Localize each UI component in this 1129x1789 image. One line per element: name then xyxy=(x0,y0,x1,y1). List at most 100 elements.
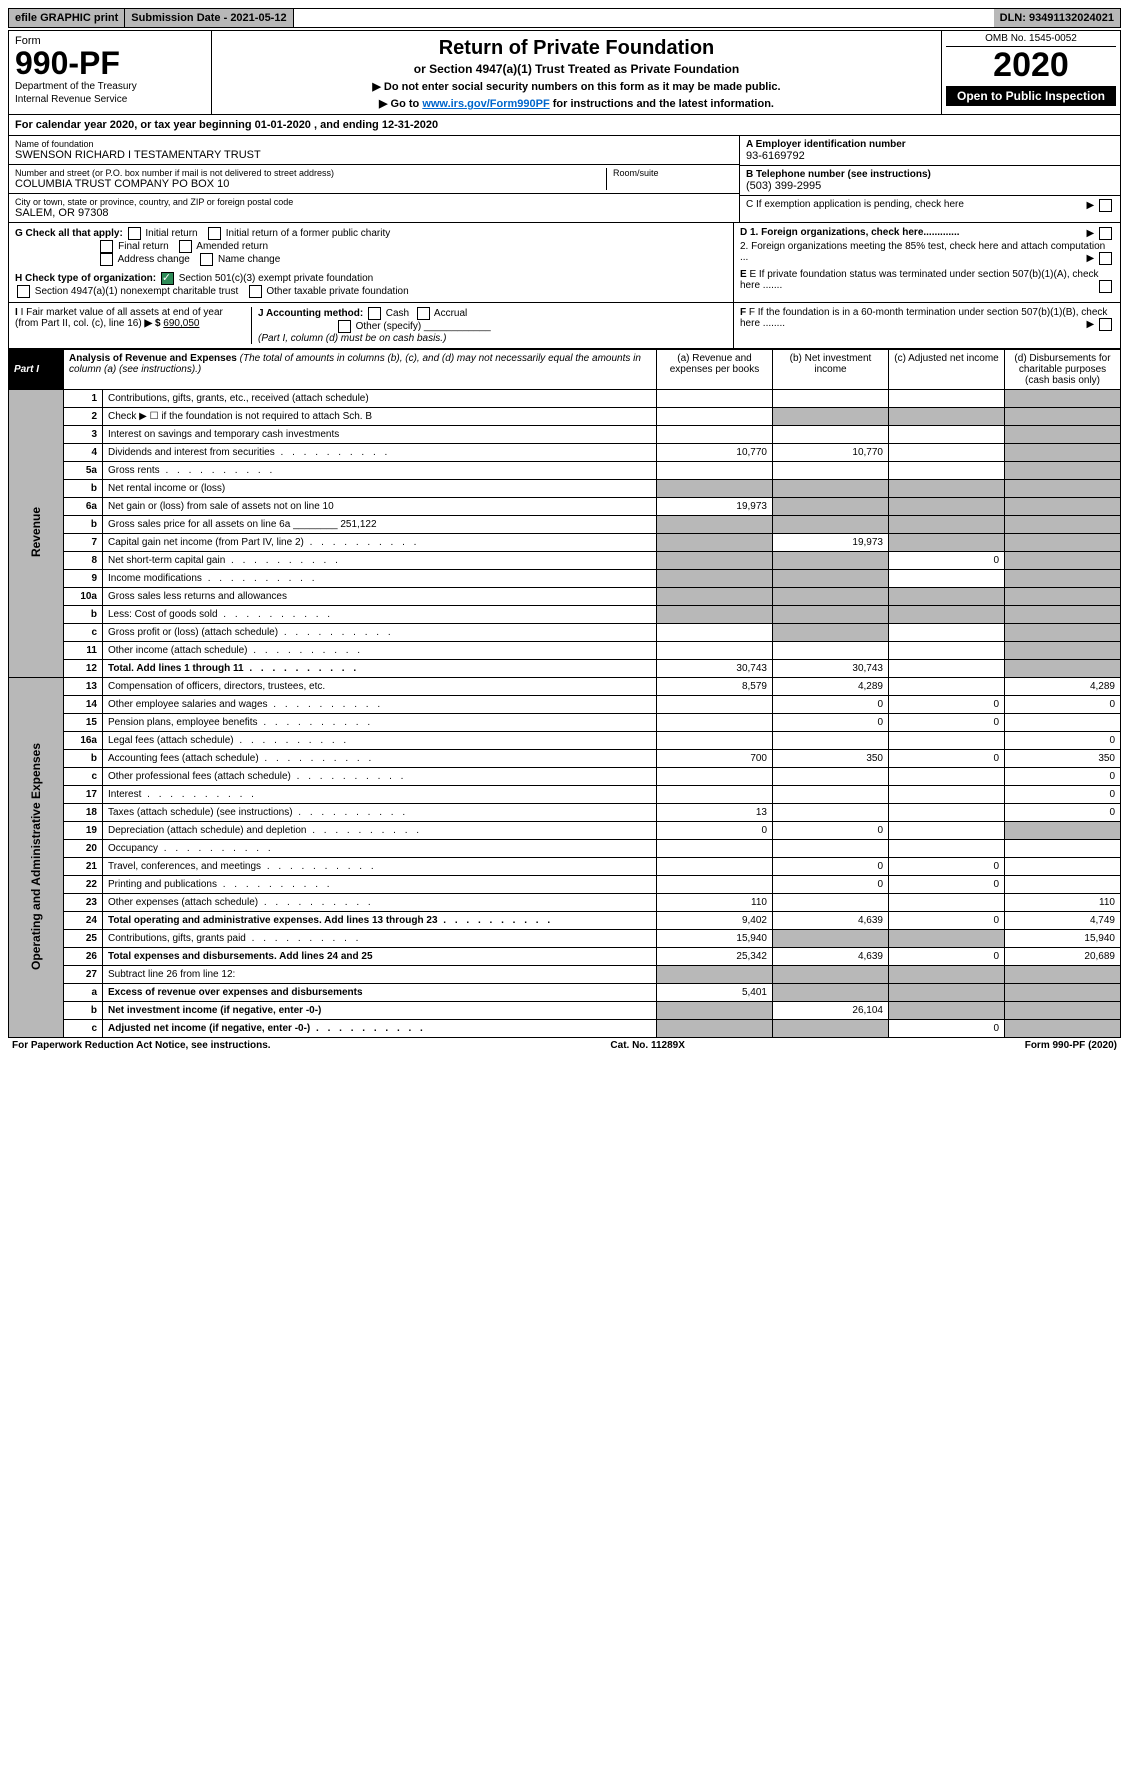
amount-cell: 15,940 xyxy=(1005,930,1121,948)
g-amended-checkbox[interactable] xyxy=(179,240,192,253)
table-row: 7Capital gain net income (from Part IV, … xyxy=(9,534,1121,552)
amount-cell: 25,342 xyxy=(657,948,773,966)
j-label: J Accounting method: xyxy=(258,308,363,319)
j-note: (Part I, column (d) must be on cash basi… xyxy=(258,333,446,344)
table-row: 9Income modifications xyxy=(9,570,1121,588)
amount-cell xyxy=(773,1020,889,1038)
g-addr-checkbox[interactable] xyxy=(100,253,113,266)
h-501c3-checkbox[interactable] xyxy=(161,272,174,285)
amount-cell: 350 xyxy=(1005,750,1121,768)
line-number: b xyxy=(64,516,103,534)
g-former-checkbox[interactable] xyxy=(208,227,221,240)
line-description: Other expenses (attach schedule) xyxy=(103,894,657,912)
amount-cell: 0 xyxy=(1005,732,1121,750)
table-row: 27Subtract line 26 from line 12: xyxy=(9,966,1121,984)
line-description: Gross rents xyxy=(103,462,657,480)
amount-cell: 0 xyxy=(773,714,889,732)
amount-cell: 20,689 xyxy=(1005,948,1121,966)
d2-checkbox[interactable] xyxy=(1099,252,1112,265)
amount-cell xyxy=(773,768,889,786)
amount-cell xyxy=(889,480,1005,498)
line-number: c xyxy=(64,1020,103,1038)
amount-cell xyxy=(889,984,1005,1002)
line-description: Net investment income (if negative, ente… xyxy=(103,1002,657,1020)
amount-cell xyxy=(1005,606,1121,624)
table-row: 8Net short-term capital gain0 xyxy=(9,552,1121,570)
amount-cell xyxy=(1005,552,1121,570)
table-row: 19Depreciation (attach schedule) and dep… xyxy=(9,822,1121,840)
table-row: 17Interest0 xyxy=(9,786,1121,804)
g-initial-checkbox[interactable] xyxy=(128,227,141,240)
amount-cell xyxy=(773,642,889,660)
amount-cell xyxy=(773,570,889,588)
h-opt-1: Section 501(c)(3) exempt private foundat… xyxy=(179,273,374,284)
part1-table: Part I Analysis of Revenue and Expenses … xyxy=(8,349,1121,1038)
c-label: C If exemption application is pending, c… xyxy=(746,199,964,210)
form-header: Form 990-PF Department of the Treasury I… xyxy=(8,30,1121,115)
ein-label: A Employer identification number xyxy=(746,139,1114,150)
amount-cell xyxy=(773,966,889,984)
omb-number: OMB No. 1545-0052 xyxy=(946,33,1116,47)
j-cash-checkbox[interactable] xyxy=(368,307,381,320)
irs-link[interactable]: www.irs.gov/Form990PF xyxy=(422,98,549,110)
g-final-checkbox[interactable] xyxy=(100,240,113,253)
line-description: Net gain or (loss) from sale of assets n… xyxy=(103,498,657,516)
form-subtitle: or Section 4947(a)(1) Trust Treated as P… xyxy=(220,62,933,76)
amount-cell xyxy=(889,588,1005,606)
amount-cell xyxy=(773,894,889,912)
goto-note: ▶ Go to www.irs.gov/Form990PF for instru… xyxy=(220,97,933,110)
amount-cell xyxy=(889,678,1005,696)
amount-cell xyxy=(1005,516,1121,534)
line-number: 12 xyxy=(64,660,103,678)
d1-checkbox[interactable] xyxy=(1099,227,1112,240)
cat-no: Cat. No. 11289X xyxy=(610,1040,684,1051)
h-other-checkbox[interactable] xyxy=(249,285,262,298)
line-description: Printing and publications xyxy=(103,876,657,894)
amount-cell: 110 xyxy=(657,894,773,912)
line-number: 11 xyxy=(64,642,103,660)
amount-cell: 4,749 xyxy=(1005,912,1121,930)
line-description: Travel, conferences, and meetings xyxy=(103,858,657,876)
line-description: Interest xyxy=(103,786,657,804)
form-title: Return of Private Foundation xyxy=(220,37,933,60)
line-number: b xyxy=(64,750,103,768)
table-row: cOther professional fees (attach schedul… xyxy=(9,768,1121,786)
h-4947-checkbox[interactable] xyxy=(17,285,30,298)
g-name-checkbox[interactable] xyxy=(200,253,213,266)
amount-cell: 0 xyxy=(889,714,1005,732)
amount-cell xyxy=(1005,390,1121,408)
line-description: Total. Add lines 1 through 11 xyxy=(103,660,657,678)
j-other-checkbox[interactable] xyxy=(338,320,351,333)
amount-cell: 700 xyxy=(657,750,773,768)
line-description: Accounting fees (attach schedule) xyxy=(103,750,657,768)
amount-cell xyxy=(1005,984,1121,1002)
amount-cell xyxy=(889,1002,1005,1020)
amount-cell xyxy=(889,786,1005,804)
section-label: Operating and Administrative Expenses xyxy=(9,678,64,1038)
calendar-year-row: For calendar year 2020, or tax year begi… xyxy=(8,115,1121,136)
amount-cell xyxy=(773,606,889,624)
amount-cell xyxy=(1005,840,1121,858)
open-inspection: Open to Public Inspection xyxy=(946,86,1116,106)
line-number: 24 xyxy=(64,912,103,930)
line-number: a xyxy=(64,984,103,1002)
amount-cell xyxy=(773,840,889,858)
amount-cell: 4,639 xyxy=(773,912,889,930)
amount-cell xyxy=(773,786,889,804)
amount-cell xyxy=(657,516,773,534)
amount-cell: 30,743 xyxy=(657,660,773,678)
c-checkbox[interactable] xyxy=(1099,199,1112,212)
amount-cell xyxy=(773,804,889,822)
amount-cell xyxy=(889,390,1005,408)
line-number: 17 xyxy=(64,786,103,804)
amount-cell xyxy=(889,462,1005,480)
line-number: 8 xyxy=(64,552,103,570)
f-checkbox[interactable] xyxy=(1099,318,1112,331)
amount-cell: 5,401 xyxy=(657,984,773,1002)
line-description: Depreciation (attach schedule) and deple… xyxy=(103,822,657,840)
amount-cell xyxy=(773,462,889,480)
e-row: E E If private foundation status was ter… xyxy=(740,269,1114,291)
j-accrual-checkbox[interactable] xyxy=(417,307,430,320)
e-checkbox[interactable] xyxy=(1099,280,1112,293)
line-description: Other income (attach schedule) xyxy=(103,642,657,660)
